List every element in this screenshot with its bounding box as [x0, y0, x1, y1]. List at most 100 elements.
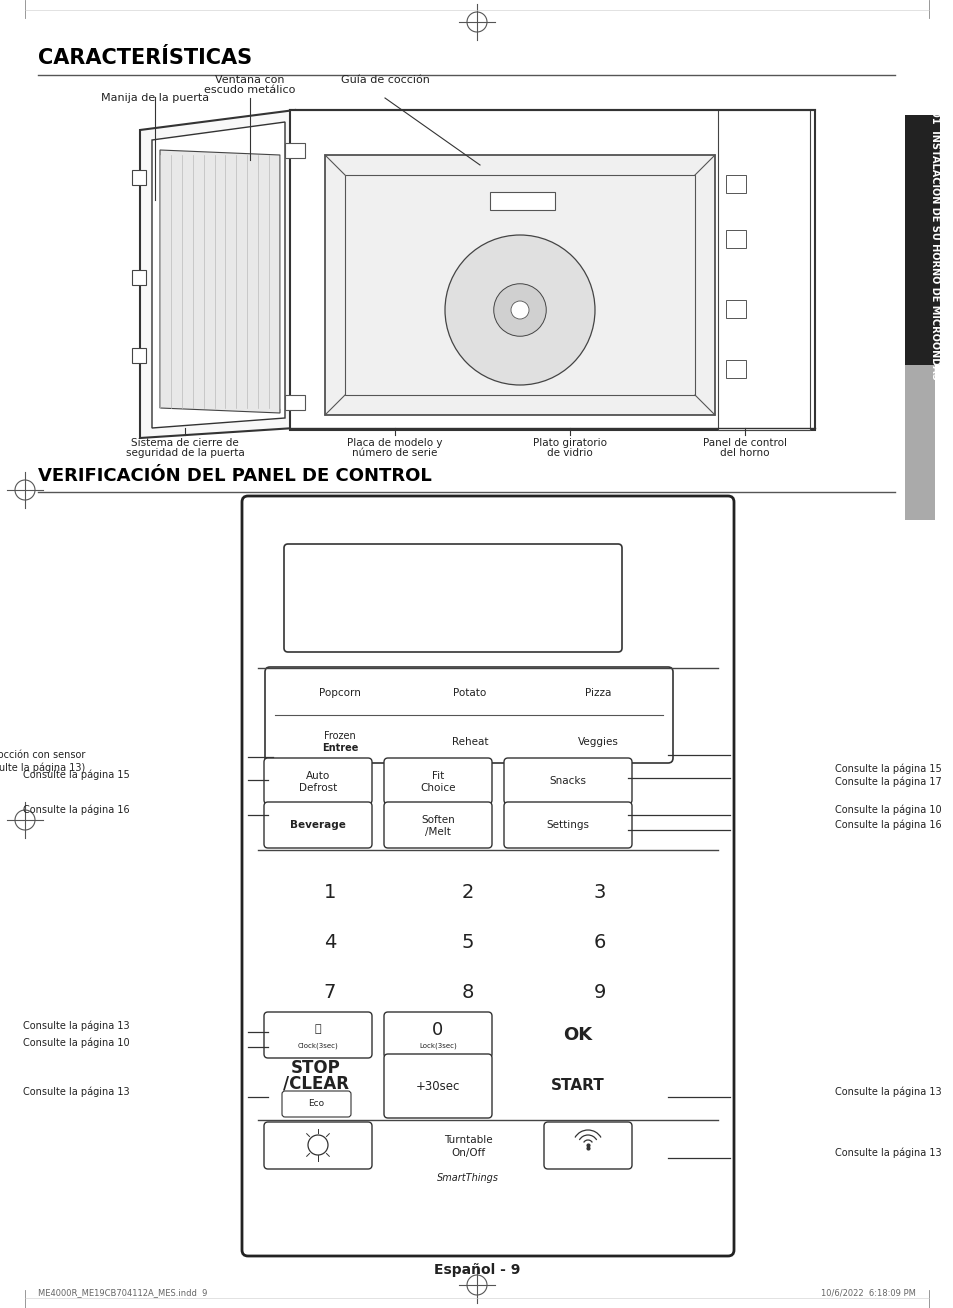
Text: 4: 4 [323, 934, 335, 952]
Text: Consulte la página 10: Consulte la página 10 [834, 804, 941, 815]
FancyBboxPatch shape [384, 1054, 492, 1118]
Text: Clock(3sec): Clock(3sec) [297, 1042, 338, 1049]
FancyBboxPatch shape [265, 667, 672, 763]
Bar [490, 192, 555, 211]
Text: Consulte la página 16: Consulte la página 16 [834, 820, 941, 831]
Bar [132, 269, 146, 285]
Text: 01  INSTALACIÓN DE SU HORNO DE MICROONDAS: 01 INSTALACIÓN DE SU HORNO DE MICROONDAS [929, 110, 939, 379]
Text: 5: 5 [461, 934, 474, 952]
Text: seguridad de la puerta: seguridad de la puerta [126, 449, 244, 458]
Text: Reheat: Reheat [452, 736, 488, 747]
Text: ⏱: ⏱ [314, 1024, 321, 1035]
Text: 9: 9 [593, 984, 605, 1002]
Text: de vidrio: de vidrio [547, 449, 592, 458]
FancyBboxPatch shape [384, 802, 492, 848]
Bar [285, 395, 305, 409]
Text: 8: 8 [461, 984, 474, 1002]
Text: (Consulte la página 13): (Consulte la página 13) [0, 763, 85, 773]
FancyBboxPatch shape [543, 1122, 631, 1169]
Bar [904, 115, 939, 365]
Polygon shape [152, 122, 285, 428]
Polygon shape [140, 110, 294, 438]
Bar [904, 365, 934, 521]
FancyBboxPatch shape [503, 802, 631, 848]
Text: Consulte la página 13: Consulte la página 13 [24, 1020, 130, 1031]
Text: Consulte la página 13: Consulte la página 13 [834, 1087, 941, 1097]
FancyBboxPatch shape [284, 544, 621, 651]
Text: escudo metálico: escudo metálico [204, 85, 295, 95]
Text: CARACTERÍSTICAS: CARACTERÍSTICAS [38, 48, 252, 68]
Text: /Melt: /Melt [425, 827, 451, 837]
Bar [130, 99, 820, 430]
Bar [285, 143, 305, 158]
Text: 2: 2 [461, 883, 474, 903]
Text: Manija de la puerta: Manija de la puerta [101, 93, 209, 103]
FancyBboxPatch shape [264, 802, 372, 848]
Text: Fit: Fit [432, 770, 444, 781]
FancyBboxPatch shape [282, 1091, 351, 1117]
Text: Consulte la página 15: Consulte la página 15 [23, 769, 130, 781]
Text: 3: 3 [593, 883, 605, 903]
Text: Choice: Choice [420, 783, 456, 793]
Text: +30sec: +30sec [416, 1079, 459, 1092]
Bar [345, 175, 695, 395]
Text: número de serie: número de serie [352, 449, 437, 458]
Text: 1: 1 [323, 883, 335, 903]
Bar [725, 230, 745, 249]
Text: Panel de control: Panel de control [702, 438, 786, 449]
Text: Español - 9: Español - 9 [434, 1264, 519, 1277]
Text: 10/6/2022  6:18:09 PM: 10/6/2022 6:18:09 PM [821, 1288, 915, 1298]
Circle shape [444, 235, 595, 385]
Text: Defrost: Defrost [298, 783, 336, 793]
Text: Guía de cocción: Guía de cocción [340, 75, 429, 85]
FancyBboxPatch shape [503, 759, 631, 804]
Polygon shape [160, 150, 280, 413]
FancyBboxPatch shape [242, 496, 733, 1256]
Text: On/Off: On/Off [451, 1148, 484, 1158]
Text: 0: 0 [432, 1022, 443, 1039]
Text: Potato: Potato [453, 688, 486, 698]
Text: Frozen: Frozen [324, 731, 355, 742]
Text: Consulte la página 13: Consulte la página 13 [24, 1087, 130, 1097]
FancyBboxPatch shape [264, 1122, 372, 1169]
Text: Consulte la página 17: Consulte la página 17 [834, 777, 941, 787]
FancyBboxPatch shape [264, 759, 372, 804]
Text: Veggies: Veggies [577, 736, 618, 747]
Bar [725, 300, 745, 318]
Bar [132, 348, 146, 364]
FancyBboxPatch shape [384, 1012, 492, 1058]
Text: Lock(3sec): Lock(3sec) [418, 1042, 456, 1049]
Text: Consulte la página 10: Consulte la página 10 [24, 1037, 130, 1048]
Text: Snacks: Snacks [549, 776, 586, 786]
Text: Pizza: Pizza [584, 688, 611, 698]
Bar [725, 175, 745, 194]
Text: STOP: STOP [291, 1059, 340, 1076]
Text: OK: OK [563, 1025, 592, 1044]
Text: Ventana con: Ventana con [215, 75, 284, 85]
Bar [325, 156, 714, 415]
Bar [290, 110, 814, 430]
Text: Sistema de cierre de: Sistema de cierre de [131, 438, 238, 449]
FancyBboxPatch shape [264, 1012, 372, 1058]
FancyBboxPatch shape [384, 759, 492, 804]
Text: SmartThings: SmartThings [436, 1173, 498, 1182]
Text: Turntable: Turntable [443, 1135, 492, 1144]
Bar [132, 170, 146, 184]
Text: Popcorn: Popcorn [318, 688, 360, 698]
Text: Entree: Entree [321, 743, 357, 753]
Text: Beverage: Beverage [290, 820, 346, 831]
Text: del horno: del horno [720, 449, 769, 458]
Text: /CLEAR: /CLEAR [283, 1074, 349, 1092]
Text: START: START [551, 1078, 604, 1092]
Circle shape [494, 284, 546, 336]
Circle shape [511, 301, 529, 319]
Bar [725, 360, 745, 378]
Text: Plato giratorio: Plato giratorio [533, 438, 606, 449]
Text: 6: 6 [593, 934, 605, 952]
Text: Auto: Auto [306, 770, 330, 781]
Text: Consulte la página 16: Consulte la página 16 [24, 804, 130, 815]
Text: VERIFICACIÓN DEL PANEL DE CONTROL: VERIFICACIÓN DEL PANEL DE CONTROL [38, 467, 432, 485]
Text: Soften: Soften [420, 815, 455, 825]
Text: Settings: Settings [546, 820, 589, 831]
Bar [718, 110, 809, 430]
